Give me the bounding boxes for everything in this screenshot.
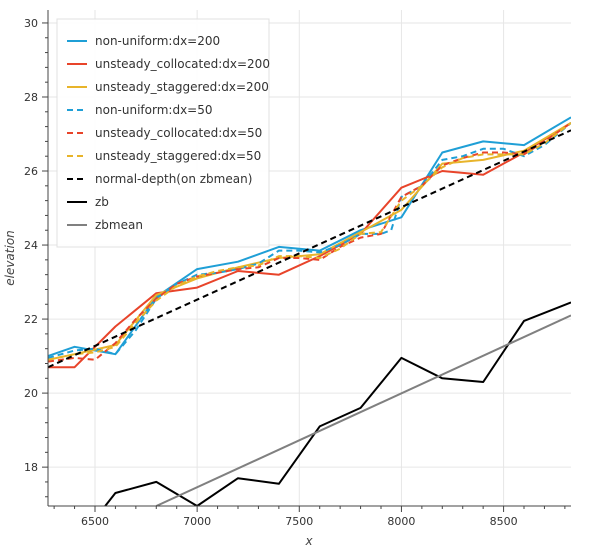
x-tick-label: 8000: [387, 515, 415, 528]
legend-label-0: non-uniform:dx=200: [95, 34, 220, 48]
y-tick-label: 22: [24, 313, 38, 326]
series-line-8: [155, 314, 571, 506]
y-tick-label: 26: [24, 165, 38, 178]
legend: non-uniform:dx=200 unsteady_collocated:dx…: [56, 18, 270, 248]
legend-label-4: unsteady_collocated:dx=50: [95, 126, 262, 140]
series-line-5: [48, 122, 571, 361]
legend-label-3: non-uniform:dx=50: [95, 103, 213, 117]
series-line-7: [104, 301, 571, 506]
x-tick-label: 6500: [81, 515, 109, 528]
series-line-4: [48, 122, 571, 363]
legend-label-1: unsteady_collocated:dx=200: [95, 57, 270, 71]
y-tick-label: 28: [24, 91, 38, 104]
legend-label-2: unsteady_staggered:dx=200: [95, 80, 269, 94]
y-tick-label: 24: [24, 239, 38, 252]
series-line-6: [48, 129, 571, 369]
axes: 6500 7000 7500 8000 8500 18 20 22 24 26 28 30: [24, 10, 571, 528]
series-line-3: [48, 122, 571, 359]
x-axis-label: x: [304, 534, 313, 548]
x-tick-label: 8500: [490, 515, 518, 528]
legend-label-5: unsteady_staggered:dx=50: [95, 149, 261, 163]
y-tick-label: 30: [24, 17, 38, 30]
x-tick-label: 7000: [183, 515, 211, 528]
y-tick-label: 18: [24, 461, 38, 474]
y-axis-label: elevation: [3, 230, 17, 286]
legend-label-7: zb: [95, 195, 109, 209]
legend-label-8: zbmean: [95, 218, 143, 232]
series-layer: [48, 116, 571, 506]
legend-box: [56, 18, 270, 248]
series-line-1: [48, 122, 571, 369]
legend-label-6: normal-depth(on zbmean): [95, 172, 252, 186]
y-tick-label: 20: [24, 387, 38, 400]
x-tick-label: 7500: [285, 515, 313, 528]
